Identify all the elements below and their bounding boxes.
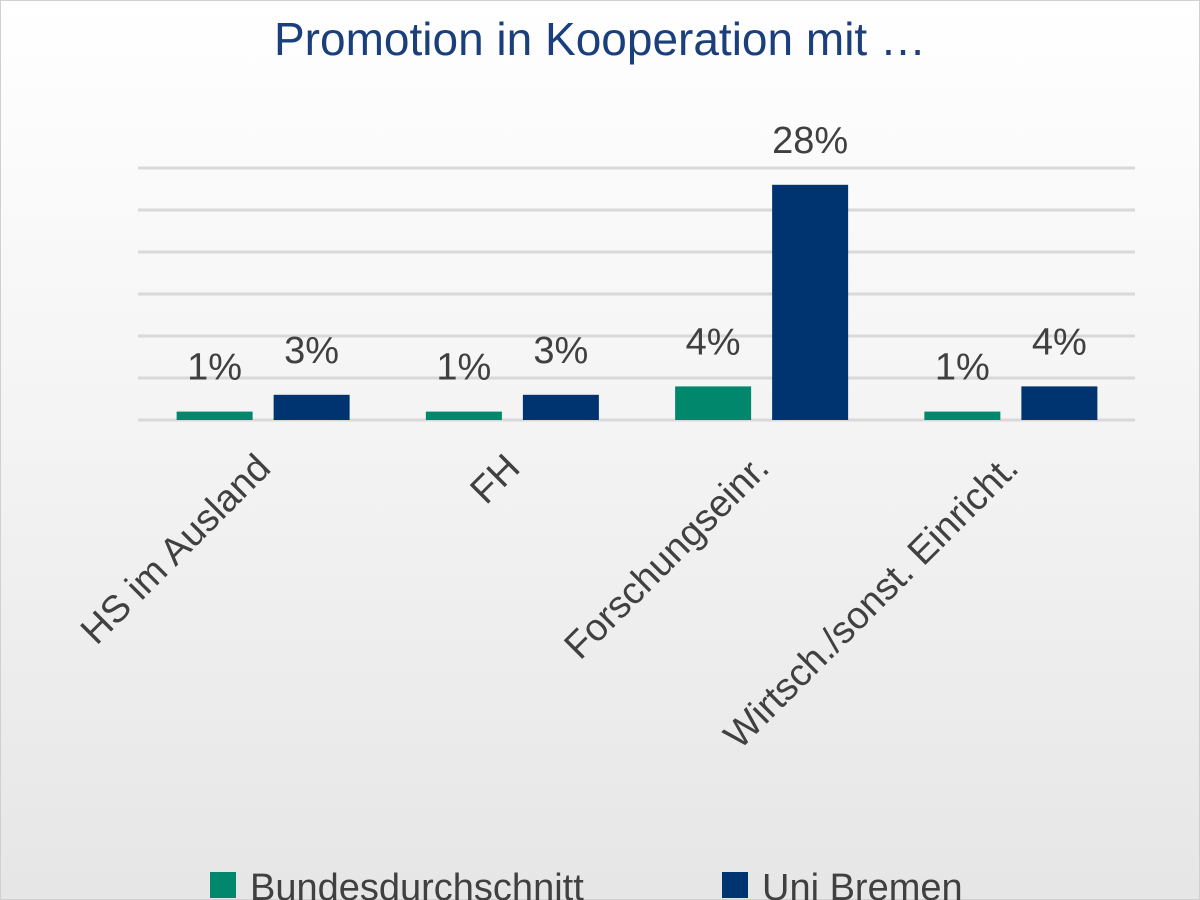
bar: [1021, 386, 1098, 420]
legend-swatch: [210, 872, 236, 898]
data-label: 3%: [284, 330, 339, 372]
legend-label: Bundesdurchschnitt: [250, 867, 584, 900]
bar: [675, 386, 752, 420]
bar: [273, 394, 350, 420]
data-label: 28%: [772, 120, 848, 162]
bar: [425, 411, 502, 420]
category-label: FH: [463, 447, 529, 513]
data-label: 3%: [533, 330, 588, 372]
bar: [772, 184, 849, 420]
category-label: HS im Ausland: [73, 447, 279, 653]
category-label: Forschungseinr.: [557, 447, 778, 668]
data-label: 1%: [436, 347, 491, 389]
bar: [924, 411, 1001, 420]
legend-label: Uni Bremen: [762, 867, 963, 900]
data-label: 4%: [686, 321, 741, 363]
data-label: 1%: [187, 347, 242, 389]
legend-swatch: [722, 872, 748, 898]
chart-title: Promotion in Kooperation mit …: [274, 13, 926, 65]
category-label: Wirtsch./sonst. Einricht.: [716, 447, 1026, 757]
data-label: 4%: [1032, 321, 1087, 363]
bar: [522, 394, 599, 420]
bar: [176, 411, 253, 420]
data-label: 1%: [935, 347, 990, 389]
